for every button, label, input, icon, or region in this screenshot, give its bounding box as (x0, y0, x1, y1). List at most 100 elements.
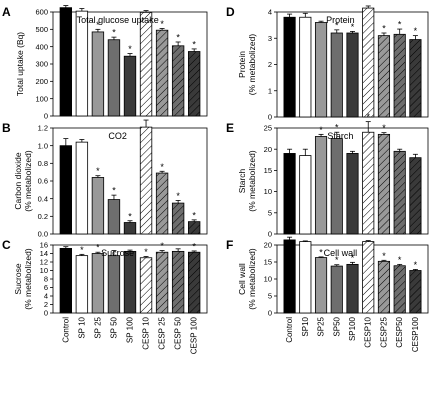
significance-star: * (176, 191, 180, 201)
y-tick-label: 3 (268, 34, 272, 43)
y-tick-label: 0 (44, 112, 48, 121)
y-tick-label: 100 (35, 94, 48, 103)
bar-cesp-25 (155, 172, 169, 235)
y-tick-label: 0 (268, 230, 272, 239)
bar-cesp100 (409, 39, 422, 118)
significance-star: * (382, 24, 386, 34)
significance-star: * (335, 255, 339, 265)
y-tick-label: 2 (268, 60, 272, 69)
y-tick-label: 20 (264, 145, 272, 154)
y-axis-label: Protein (237, 51, 247, 78)
bar-cesp-25 (155, 29, 169, 117)
y-tick-label: 600 (35, 8, 48, 17)
y-tick-label: 500 (35, 25, 48, 34)
bar-sp-50 (107, 39, 121, 117)
significance-star: * (96, 20, 100, 30)
y-tick-label: 25 (264, 124, 272, 133)
bar-control (283, 239, 296, 314)
x-tick-label: SP50 (332, 316, 341, 336)
significance-star: * (398, 255, 402, 265)
x-tick-label: SP25 (317, 316, 326, 336)
bar-sp10 (299, 241, 312, 314)
significance-star: * (351, 22, 355, 32)
bar-cesp-100 (187, 221, 201, 235)
y-axis-label-unit: (% metabolized) (23, 150, 33, 212)
panel-b: 0.0 0.2 0.4 0.6 0.8 1.0 1.2 * * * * * * CO2 B Carbon di… (2, 119, 208, 239)
bar-sp50 (330, 32, 343, 118)
bar-sp25 (314, 257, 328, 314)
x-tick-label: SP 100 (126, 316, 135, 343)
y-tick-label: 1 (268, 86, 272, 95)
significance-star: * (192, 241, 196, 251)
bar-cesp25 (377, 35, 391, 118)
bar-cesp-50 (171, 250, 185, 314)
significance-star: * (160, 241, 164, 251)
y-tick-label: 300 (35, 60, 48, 69)
y-tick-label: 1.2 (38, 124, 48, 133)
significance-star: * (335, 123, 339, 133)
bar-sp25 (314, 136, 328, 235)
x-tick-label: SP 25 (93, 316, 102, 338)
y-tick-label: 0 (44, 309, 48, 318)
panel-title: CO2 (108, 131, 127, 141)
significance-star: * (160, 19, 164, 29)
y-tick-label: 15 (264, 166, 272, 175)
bar-cesp-10 (139, 126, 153, 235)
y-axis-label-unit: (% metabolized) (247, 150, 257, 212)
y-tick-label: 0.0 (38, 230, 48, 239)
significance-star: * (192, 210, 196, 220)
y-tick-label: 15 (264, 258, 272, 267)
y-axis-label-unit: (% metabolized) (247, 248, 257, 310)
bar-sp-10 (75, 141, 89, 235)
y-tick-label: 4 (268, 8, 272, 17)
bar-sp-100 (123, 250, 137, 314)
y-tick-label: 0.6 (38, 177, 48, 186)
panel-title: Sucrose (101, 248, 134, 258)
y-tick-label: 1.0 (38, 141, 48, 150)
x-tick-label: SP 10 (77, 316, 86, 338)
bar-cesp-10 (139, 11, 153, 117)
bar-sp100 (346, 263, 359, 314)
significance-star: * (96, 243, 100, 253)
y-axis-label-unit: (% metabolized) (23, 248, 33, 310)
bar-sp-25 (91, 31, 105, 117)
panel-letter: F (226, 238, 233, 252)
y-tick-label: 10 (40, 266, 48, 275)
x-tick-label: CESP 10 (142, 316, 151, 349)
y-axis-label: Sucrose (13, 263, 23, 294)
significance-star: * (176, 32, 180, 42)
y-axis-label: Starch (237, 168, 247, 193)
panel-title: Starch (327, 131, 353, 141)
bar-control (283, 153, 296, 235)
y-tick-label: 0 (268, 113, 272, 122)
x-tick-label: CESP100 (411, 316, 420, 352)
x-tick-label: CESP25 (379, 316, 388, 347)
bar-sp-50 (107, 199, 121, 235)
bar-sp10 (299, 155, 312, 235)
significance-star: * (80, 245, 84, 255)
bar-sp-100 (123, 222, 137, 235)
y-axis-label-unit: (% metabolized) (247, 34, 257, 96)
y-tick-label: 6 (44, 283, 48, 292)
bar-sp-100 (123, 55, 137, 117)
significance-star: * (112, 186, 116, 196)
bar-sp-10 (75, 255, 89, 314)
significance-star: * (192, 39, 196, 49)
bar-cesp10 (362, 7, 375, 118)
y-tick-label: 4 (44, 292, 48, 301)
y-tick-label: 12 (40, 258, 48, 267)
x-tick-label: Control (61, 317, 70, 343)
y-tick-label: 20 (264, 241, 272, 250)
bar-sp-25 (91, 177, 105, 235)
bar-sp50 (330, 138, 343, 235)
bar-cesp100 (409, 270, 422, 314)
y-axis-label: Total uptake (Bq) (15, 32, 25, 96)
x-tick-label: Control (285, 317, 294, 343)
bar-sp10 (299, 16, 312, 118)
x-tick-label: CESP 100 (190, 316, 199, 354)
x-tick-label: SP 50 (109, 316, 118, 338)
